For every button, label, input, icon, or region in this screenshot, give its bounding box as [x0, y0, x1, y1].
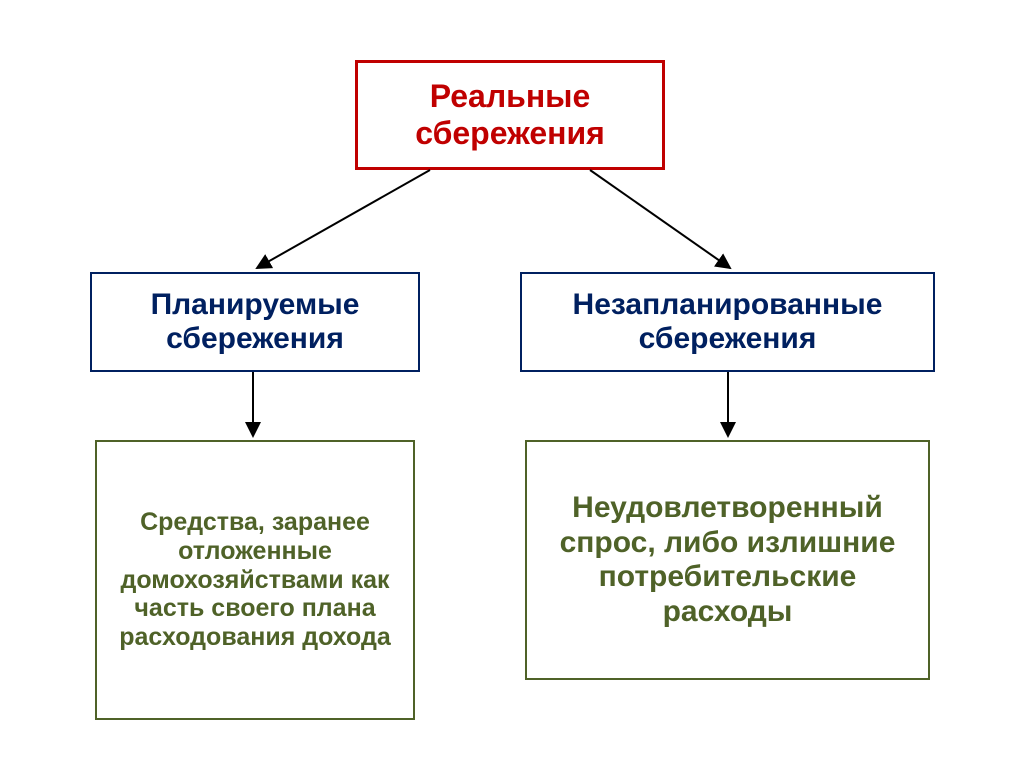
left-mid-text: Планируемые сбережения — [102, 288, 408, 357]
root-node: Реальные сбережения — [355, 60, 665, 170]
arrow — [257, 170, 430, 268]
right-bottom-text: Неудовлетворенный спрос, либо излишние п… — [537, 491, 918, 629]
left-mid-node: Планируемые сбережения — [90, 272, 420, 372]
root-node-text: Реальные сбережения — [368, 78, 652, 152]
right-mid-text: Незапланированные сбережения — [532, 288, 923, 357]
right-bottom-node: Неудовлетворенный спрос, либо излишние п… — [525, 440, 930, 680]
left-bottom-node: Средства, заранее отложенные домохозяйст… — [95, 440, 415, 720]
arrow — [590, 170, 730, 268]
left-bottom-text: Средства, заранее отложенные домохозяйст… — [107, 508, 403, 652]
right-mid-node: Незапланированные сбережения — [520, 272, 935, 372]
